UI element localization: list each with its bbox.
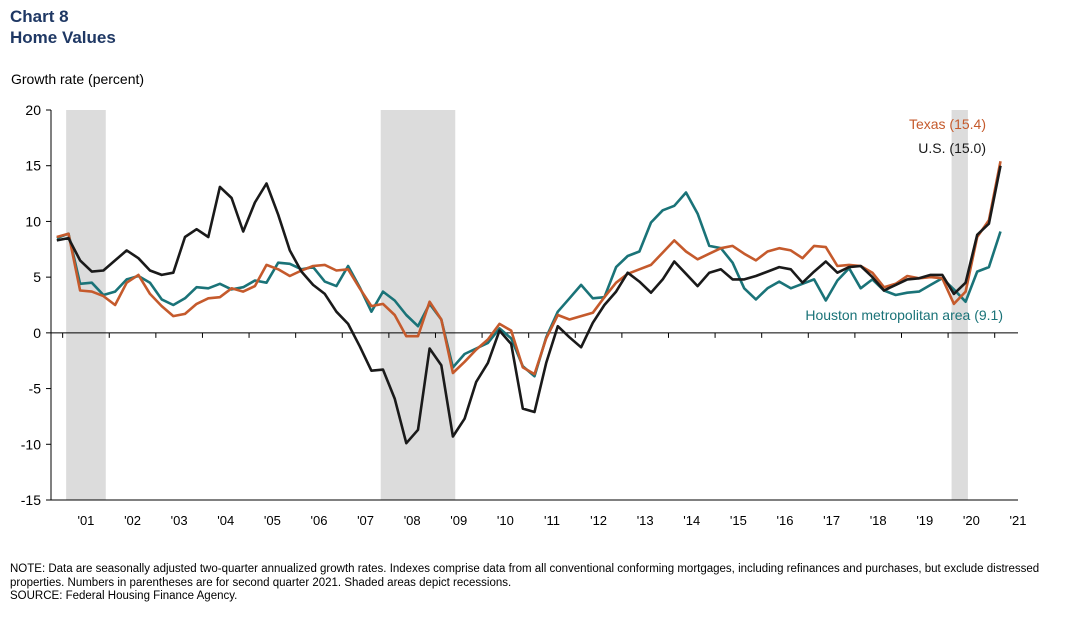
- title-block: Chart 8 Home Values: [10, 6, 116, 48]
- y-tick-label: -10: [21, 436, 41, 452]
- x-tick-label: '13: [637, 513, 654, 528]
- y-tick-label: 5: [33, 269, 41, 285]
- x-tick-label: '17: [823, 513, 840, 528]
- y-tick-label: -15: [21, 492, 41, 508]
- chart-title: Home Values: [10, 28, 116, 47]
- x-tick-label: '07: [357, 513, 374, 528]
- x-tick-label: '11: [544, 513, 560, 528]
- chart-number: Chart 8: [10, 7, 69, 26]
- series-line-us: [56, 165, 1002, 445]
- x-tick-label: '04: [217, 513, 234, 528]
- y-tick-label: 15: [25, 158, 41, 174]
- recession-band-1: [66, 110, 106, 500]
- line-chart: -15 -10 -5 0 5 10 15 20 '01 '02 '03 '04 '05 '06 '07 '08…: [21, 102, 1027, 528]
- y-tick-label: -5: [29, 381, 42, 397]
- y-tick-label: 20: [25, 102, 41, 118]
- x-tick-label: '09: [450, 513, 467, 528]
- x-tick-label: '16: [777, 513, 794, 528]
- recession-band-3: [951, 110, 968, 500]
- recession-shading: [66, 110, 968, 500]
- x-tick-label: '14: [683, 513, 700, 528]
- x-tick-label: '19: [916, 513, 933, 528]
- x-tick-label: '02: [124, 513, 141, 528]
- y-tick-label: 0: [33, 325, 41, 341]
- x-tick-label: '12: [590, 513, 607, 528]
- x-tick-label: '01: [77, 513, 94, 528]
- x-tick-label: '05: [264, 513, 281, 528]
- y-axis-label: Growth rate (percent): [11, 71, 145, 87]
- series-line-texas: [56, 161, 1002, 376]
- footnote: NOTE: Data are seasonally adjusted two-q…: [10, 563, 1078, 604]
- x-tick-label: '20: [963, 513, 980, 528]
- y-tick-label: 10: [25, 213, 41, 229]
- recession-band-2: [380, 110, 456, 500]
- source-text: SOURCE: Federal Housing Finance Agency.: [10, 590, 238, 602]
- x-tick-label: '18: [870, 513, 887, 528]
- x-tick-label: '08: [404, 513, 421, 528]
- x-tick-label: '10: [497, 513, 514, 528]
- series-label-texas: Texas (15.4): [909, 116, 986, 132]
- x-tick-label: '06: [310, 513, 327, 528]
- x-tick-label: '21: [1010, 513, 1027, 528]
- series-label-houston: Houston metropolitan area (9.1): [805, 307, 1003, 323]
- note-text: NOTE: Data are seasonally adjusted two-q…: [10, 563, 1040, 589]
- x-tick-label: '03: [171, 513, 188, 528]
- series-line-houston: [56, 191, 1002, 378]
- x-tick-label: '15: [730, 513, 747, 528]
- series-label-us: U.S. (15.0): [918, 140, 986, 156]
- series-labels: Texas (15.4) U.S. (15.0) Houston metropoli…: [805, 116, 1003, 323]
- series-lines: [56, 161, 1002, 445]
- axes: -15 -10 -5 0 5 10 15 20 '01 '02 '03 '04 '05 '06 '07 '08…: [21, 102, 1027, 528]
